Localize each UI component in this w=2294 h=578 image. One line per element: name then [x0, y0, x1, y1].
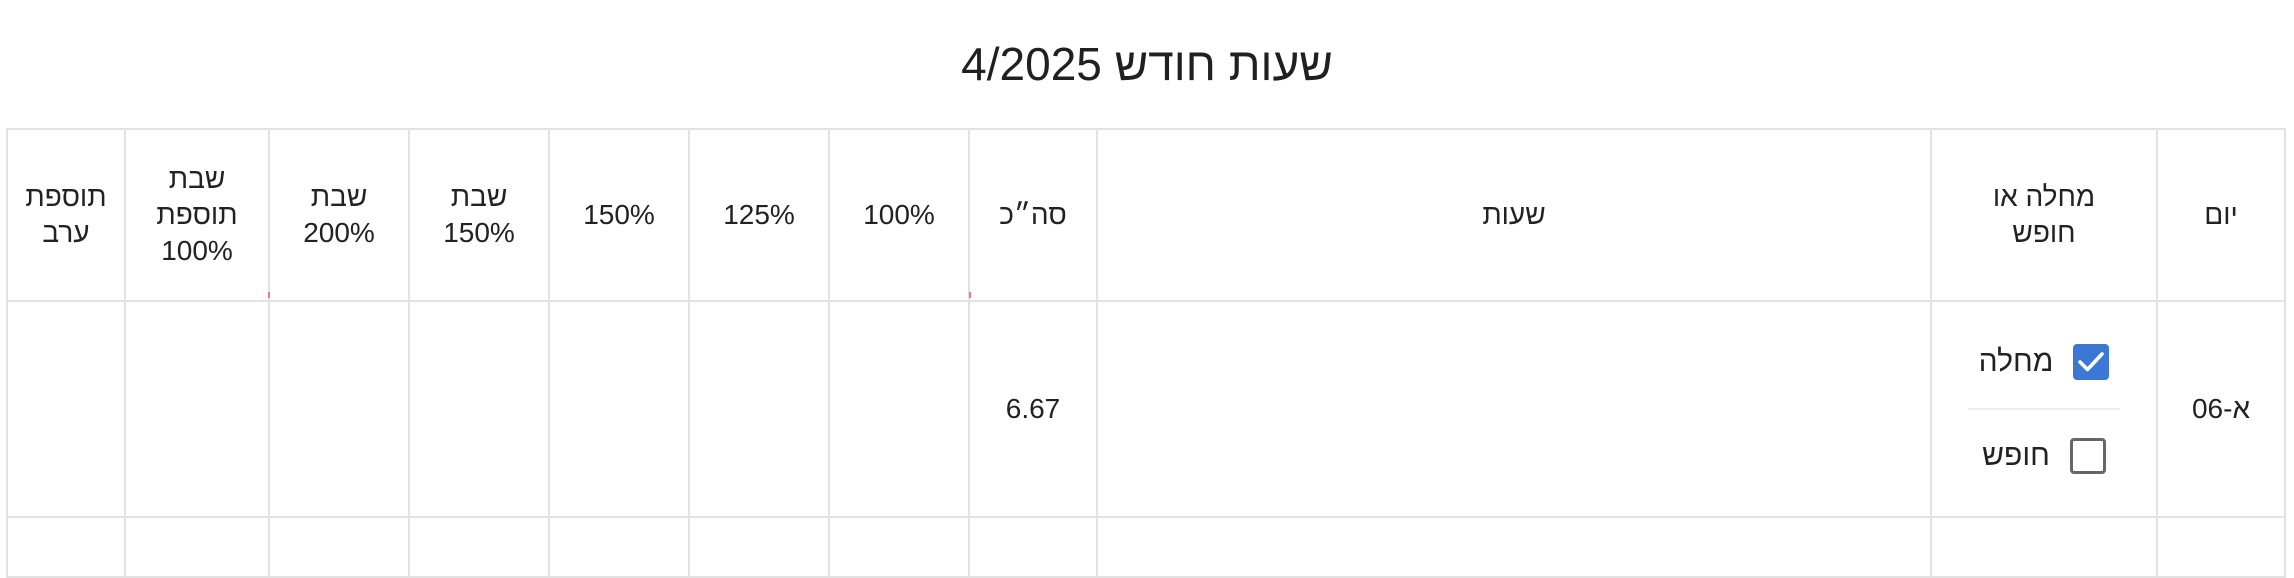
header-shabbat-extra-100: שבת תוספת 100%	[124, 128, 270, 302]
cell-empty	[1930, 516, 2158, 578]
header-shabbat-extra-100-label: שבת תוספת 100%	[156, 163, 238, 266]
header-sick-or-vacation-label: מחלה או חופש	[1992, 181, 2096, 248]
header-evening-extra: תוספת ערב	[6, 128, 126, 302]
header-sick-or-vacation: מחלה או חופש	[1930, 128, 2158, 302]
vacation-label: חופש	[1982, 439, 2050, 472]
cell-empty	[828, 516, 970, 578]
cell-empty	[6, 516, 126, 578]
page-title: שעות חודש 4/2025	[961, 38, 1333, 90]
header-150-label: 150%	[583, 199, 655, 230]
cell-empty	[408, 516, 550, 578]
cell-shabbat-150	[408, 300, 550, 518]
header-100: 100%	[828, 128, 970, 302]
header-shabbat-200-label: שבת 200%	[303, 181, 375, 248]
cell-125	[688, 300, 830, 518]
table-row: א-06 מחלה חופש	[6, 300, 2286, 518]
cell-evening-extra	[6, 300, 126, 518]
cell-shabbat-200	[268, 300, 410, 518]
cell-empty	[268, 516, 410, 578]
header-shabbat-150: שבת 150%	[408, 128, 550, 302]
header-hours: שעות	[1096, 128, 1932, 302]
sick-checkbox[interactable]	[2073, 344, 2110, 380]
header-shabbat-150-label: שבת 150%	[443, 181, 515, 248]
header-evening-extra-label: תוספת ערב	[25, 181, 107, 248]
day-value: א-06	[2191, 393, 2251, 424]
leave-options: מחלה חופש	[1932, 316, 2156, 502]
sick-label: מחלה	[1978, 345, 2054, 378]
header-day: יום	[2156, 128, 2286, 302]
header-shabbat-200: שבת 200%	[268, 128, 410, 302]
header-total: סה״כ	[968, 128, 1098, 302]
cell-total: 6.67	[968, 300, 1098, 518]
cell-shabbat-extra-100	[124, 300, 270, 518]
header-hours-label: שעות	[1482, 199, 1546, 230]
header-125-label: 125%	[723, 199, 795, 230]
vacation-option[interactable]: חופש	[1968, 408, 2120, 502]
header-150: 150%	[548, 128, 690, 302]
table-row	[6, 516, 2286, 578]
cell-empty	[968, 516, 1098, 578]
total-value: 6.67	[1005, 393, 1061, 424]
header-125: 125%	[688, 128, 830, 302]
header-100-label: 100%	[863, 199, 935, 230]
cell-hours[interactable]	[1096, 300, 1932, 518]
cell-empty	[2156, 516, 2286, 578]
cell-150	[548, 300, 690, 518]
divider-marker	[969, 292, 971, 298]
vacation-checkbox[interactable]	[2069, 438, 2106, 474]
cell-empty	[688, 516, 830, 578]
check-icon	[2078, 352, 2105, 372]
cell-empty	[1096, 516, 1932, 578]
hours-table: יום מחלה או חופש שעות סה״כ 100% 125% 150%…	[6, 128, 2286, 578]
cell-100	[828, 300, 970, 518]
cell-sick-or-vacation: מחלה חופש	[1930, 300, 2158, 518]
header-row: יום מחלה או חופש שעות סה״כ 100% 125% 150%…	[6, 128, 2286, 302]
header-total-label: סה״כ	[999, 199, 1067, 230]
header-day-label: יום	[2204, 199, 2238, 230]
cell-empty	[124, 516, 270, 578]
sick-option[interactable]: מחלה	[1968, 316, 2120, 408]
cell-empty	[548, 516, 690, 578]
cell-day: א-06	[2156, 300, 2286, 518]
divider-marker	[268, 292, 270, 298]
